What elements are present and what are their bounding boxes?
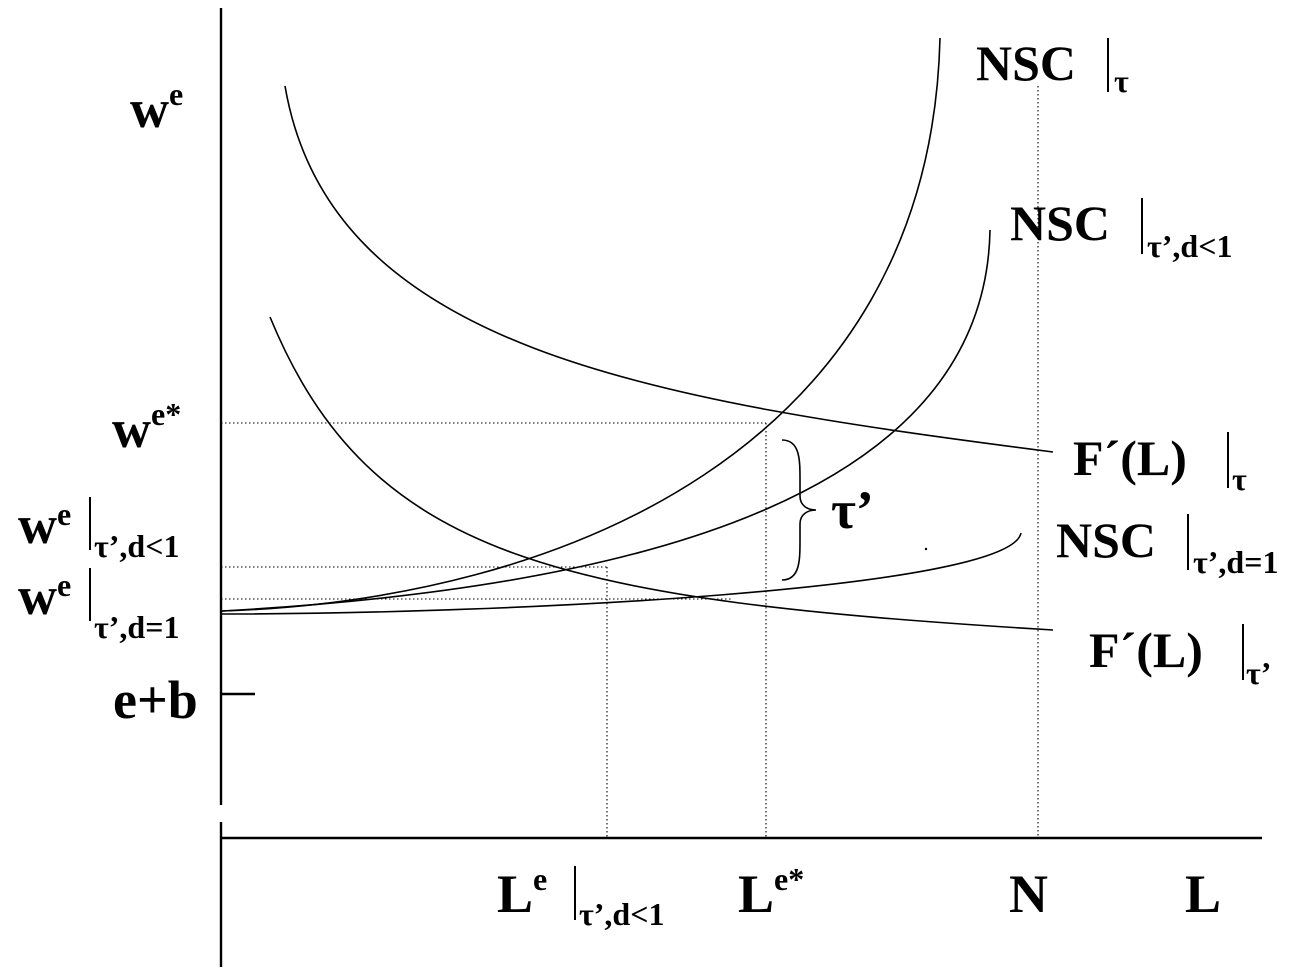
- nsc-tau-curve: [221, 37, 941, 612]
- nsc-tau-prime-deq1-curve: [221, 532, 1022, 615]
- f-prime-tau-label: F´(L): [1073, 430, 1187, 486]
- f-prime-tau-prime-label: F´(L): [1089, 622, 1203, 678]
- nsc-tau-prime-dlt1-sub: τ’,d<1: [1147, 228, 1232, 264]
- nsc-tau-prime-deq1-label: NSC: [1056, 512, 1156, 568]
- we-dlt1-label: we: [18, 495, 71, 555]
- nsc-tau-prime-dlt1-label: NSC: [1010, 195, 1110, 251]
- tau-gap-label: τ’: [831, 480, 874, 540]
- nsc-tau-prime-dlt1-curve: [221, 229, 991, 612]
- le-dlt1-sub: τ’,d<1: [579, 896, 664, 932]
- le-star-label: Le*: [738, 861, 804, 924]
- f-prime-tau-prime-curve: [269, 316, 1054, 631]
- nsc-tau-sub: τ: [1114, 63, 1129, 99]
- f-prime-tau-curve: [284, 85, 1054, 453]
- le-dlt1-label: Le: [497, 861, 547, 924]
- we-dlt1-sub: τ’,d<1: [94, 528, 179, 564]
- f-prime-tau-sub: τ: [1232, 461, 1247, 497]
- employment-axis-label: L: [1185, 864, 1221, 924]
- tau-gap-brace: [781, 439, 817, 581]
- eb-label: e+b: [113, 670, 198, 730]
- we-deq1-sub: τ’,d=1: [94, 609, 179, 645]
- nsc-tau-label: NSC: [976, 35, 1076, 91]
- we-deq1-label: we: [18, 566, 71, 626]
- n-label: N: [1009, 864, 1048, 924]
- we-star-label: we*: [112, 396, 181, 459]
- wage-axis-label: we: [130, 76, 183, 139]
- f-prime-tau-prime-sub: τ’: [1246, 655, 1271, 691]
- nsc-tau-prime-deq1-sub: τ’,d=1: [1193, 544, 1278, 580]
- stray-dot: [924, 547, 928, 551]
